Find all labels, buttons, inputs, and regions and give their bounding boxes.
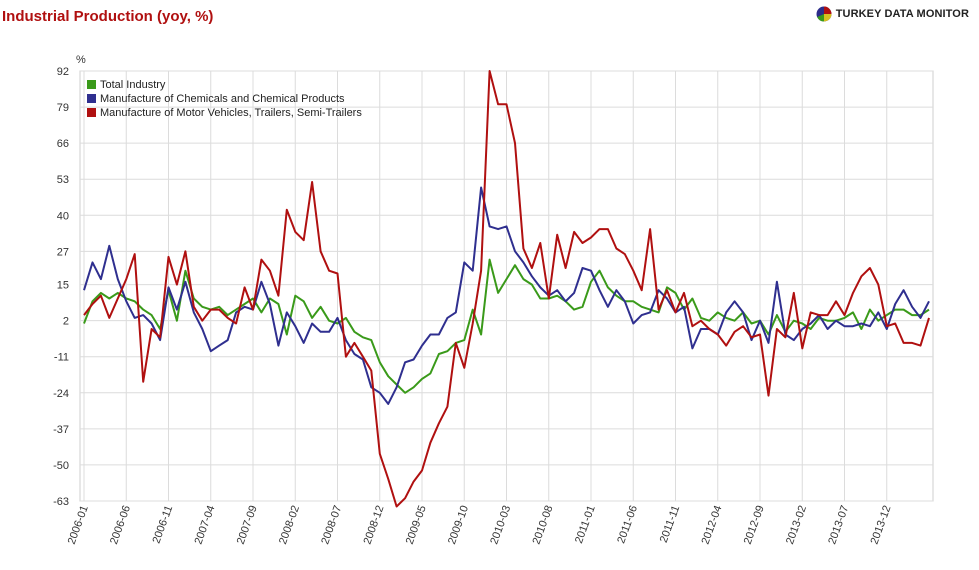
y-tick-label: 2 bbox=[63, 316, 69, 328]
y-tick-label: 92 bbox=[57, 66, 69, 78]
series-lines bbox=[83, 70, 930, 508]
x-tick-label: 2010-08 bbox=[530, 504, 555, 546]
x-tick-label: 2010-03 bbox=[488, 504, 513, 546]
brand-logo: TURKEY DATA MONITOR bbox=[816, 6, 969, 22]
x-tick-label: 2009-05 bbox=[404, 504, 429, 546]
y-axis-unit: % bbox=[76, 54, 86, 66]
legend-label: Manufacture of Chemicals and Chemical Pr… bbox=[100, 93, 345, 105]
legend-item-1[interactable]: Total Industry bbox=[87, 79, 166, 91]
y-tick-label: -37 bbox=[53, 424, 69, 436]
x-tick-label: 2007-04 bbox=[192, 504, 217, 546]
x-tick-label: 2009-10 bbox=[446, 504, 471, 546]
x-tick-label: 2006-01 bbox=[66, 504, 91, 546]
legend[interactable]: Total Industry Manufacture of Chemicals a… bbox=[87, 79, 362, 119]
y-tick-label: 27 bbox=[57, 246, 69, 258]
pie-logo-icon bbox=[816, 6, 832, 22]
series-line-2 bbox=[83, 186, 930, 405]
x-tick-label: 2008-07 bbox=[319, 504, 344, 546]
series-line-3 bbox=[83, 70, 930, 508]
x-tick-label: 2012-09 bbox=[742, 504, 767, 546]
x-tick-label: 2011-01 bbox=[573, 504, 598, 545]
brand-name: TURKEY DATA MONITOR bbox=[835, 8, 969, 20]
y-tick-label: 66 bbox=[57, 138, 69, 150]
x-tick-label: 2006-11 bbox=[151, 504, 176, 545]
x-tick-label: 2007-09 bbox=[235, 504, 260, 546]
x-tick-label: 2006-06 bbox=[108, 504, 133, 546]
y-tick-label: 40 bbox=[57, 210, 69, 222]
series-line-1 bbox=[83, 258, 930, 394]
legend-item-2[interactable]: Manufacture of Chemicals and Chemical Pr… bbox=[87, 93, 345, 105]
x-tick-label: 2012-04 bbox=[699, 504, 724, 546]
chart-title: Industrial Production (yoy, %) bbox=[2, 8, 214, 25]
y-axis-ticks: 92 79 66 53 40 27 15 2 -11 -24 -37 -50 -63 bbox=[53, 66, 69, 508]
x-tick-label: 2008-02 bbox=[277, 504, 302, 546]
y-tick-label: -11 bbox=[54, 352, 69, 364]
grid bbox=[79, 70, 934, 502]
y-tick-label: 15 bbox=[57, 280, 69, 292]
y-tick-label: -24 bbox=[53, 388, 69, 400]
x-tick-label: 2011-11 bbox=[658, 504, 683, 545]
y-tick-label: -63 bbox=[53, 496, 69, 508]
x-tick-label: 2011-06 bbox=[615, 504, 640, 545]
x-tick-label: 2013-07 bbox=[826, 504, 851, 546]
legend-item-3[interactable]: Manufacture of Motor Vehicles, Trailers,… bbox=[87, 107, 362, 119]
x-axis-ticks: 2006-01 2006-06 2006-11 2007-04 2007-09 2008-… bbox=[66, 504, 894, 546]
y-tick-label: 53 bbox=[57, 174, 69, 186]
legend-label: Manufacture of Motor Vehicles, Trailers,… bbox=[100, 107, 362, 119]
legend-swatch bbox=[87, 94, 96, 103]
x-tick-label: 2013-02 bbox=[784, 504, 809, 546]
legend-label: Total Industry bbox=[100, 79, 166, 91]
legend-swatch bbox=[87, 80, 96, 89]
y-tick-label: -50 bbox=[53, 460, 69, 472]
legend-swatch bbox=[87, 108, 96, 117]
x-tick-label: 2008-12 bbox=[361, 504, 386, 546]
x-tick-label: 2013-12 bbox=[868, 504, 893, 546]
y-tick-label: 79 bbox=[57, 102, 69, 114]
